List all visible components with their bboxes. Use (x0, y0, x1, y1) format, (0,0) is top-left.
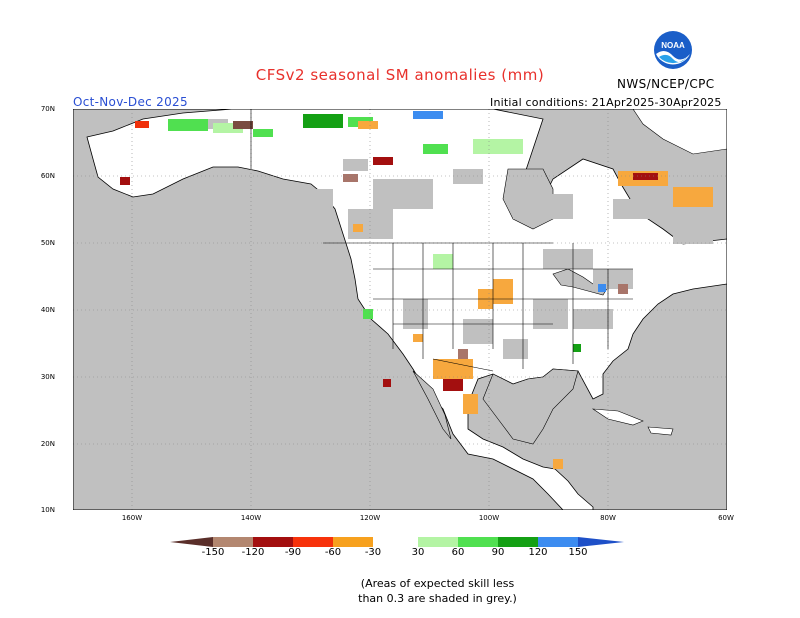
lon-label-100w: 100W (478, 514, 500, 522)
cb-label: -90 (284, 547, 302, 558)
cuba (591, 408, 644, 426)
cb-label: -30 (364, 547, 382, 558)
cb-swatch (538, 537, 578, 547)
agency-label: NWS/NCEP/CPC (617, 77, 715, 91)
gulf-of-california (412, 370, 452, 440)
cb-swatch (333, 537, 373, 547)
noaa-logo-icon: NOAA (654, 31, 692, 69)
map-title: CFSv2 seasonal SM anomalies (mm) (255, 66, 545, 84)
cb-label: 90 (491, 547, 505, 558)
gulf-of-mexico (482, 368, 579, 445)
cb-swatch (373, 537, 418, 547)
cb-arrow-left (170, 537, 213, 547)
season-label: Oct-Nov-Dec 2025 (73, 95, 188, 109)
lat-label-20n: 20N (40, 440, 55, 448)
cb-swatch (498, 537, 538, 547)
colorbar (170, 537, 624, 547)
cb-swatch (418, 537, 458, 547)
cb-label: -150 (201, 547, 225, 558)
political-boundaries (250, 109, 633, 372)
arctic-islands (632, 109, 727, 155)
anomaly-cells (120, 111, 713, 469)
lat-label-10n: 10N (40, 506, 55, 514)
skill-note-line-2: than 0.3 are shaded in grey.) (358, 592, 517, 605)
lon-label-120w: 120W (359, 514, 381, 522)
cb-label: -60 (324, 547, 342, 558)
lat-label-30n: 30N (40, 373, 55, 381)
lat-label-60n: 60N (40, 172, 55, 180)
initial-conditions-label: Initial conditions: 21Apr2025-30Apr2025 (490, 96, 722, 109)
cb-swatch (253, 537, 293, 547)
svg-text:NOAA: NOAA (661, 41, 685, 50)
cb-label: 60 (451, 547, 465, 558)
lon-label-160w: 160W (121, 514, 143, 522)
hispaniola (647, 426, 674, 436)
cb-swatch (293, 537, 333, 547)
cb-label: 120 (528, 547, 548, 558)
cb-swatch (458, 537, 498, 547)
skill-note-line-1: (Areas of expected skill less (360, 577, 515, 590)
cb-label: -120 (241, 547, 265, 558)
lat-label-70n: 70N (40, 105, 55, 113)
cb-label: 30 (411, 547, 425, 558)
cb-label: 150 (568, 547, 588, 558)
cb-arrow-right (578, 537, 624, 547)
lat-label-40n: 40N (40, 306, 55, 314)
skill-note: (Areas of expected skill less than 0.3 a… (0, 576, 800, 606)
lat-label-50n: 50N (40, 239, 55, 247)
lon-label-140w: 140W (240, 514, 262, 522)
lon-label-80w: 80W (600, 514, 616, 522)
lon-label-60w: 60W (718, 514, 734, 522)
low-skill-patches (193, 119, 713, 359)
cb-swatch (213, 537, 253, 547)
anomaly-map (73, 109, 727, 510)
